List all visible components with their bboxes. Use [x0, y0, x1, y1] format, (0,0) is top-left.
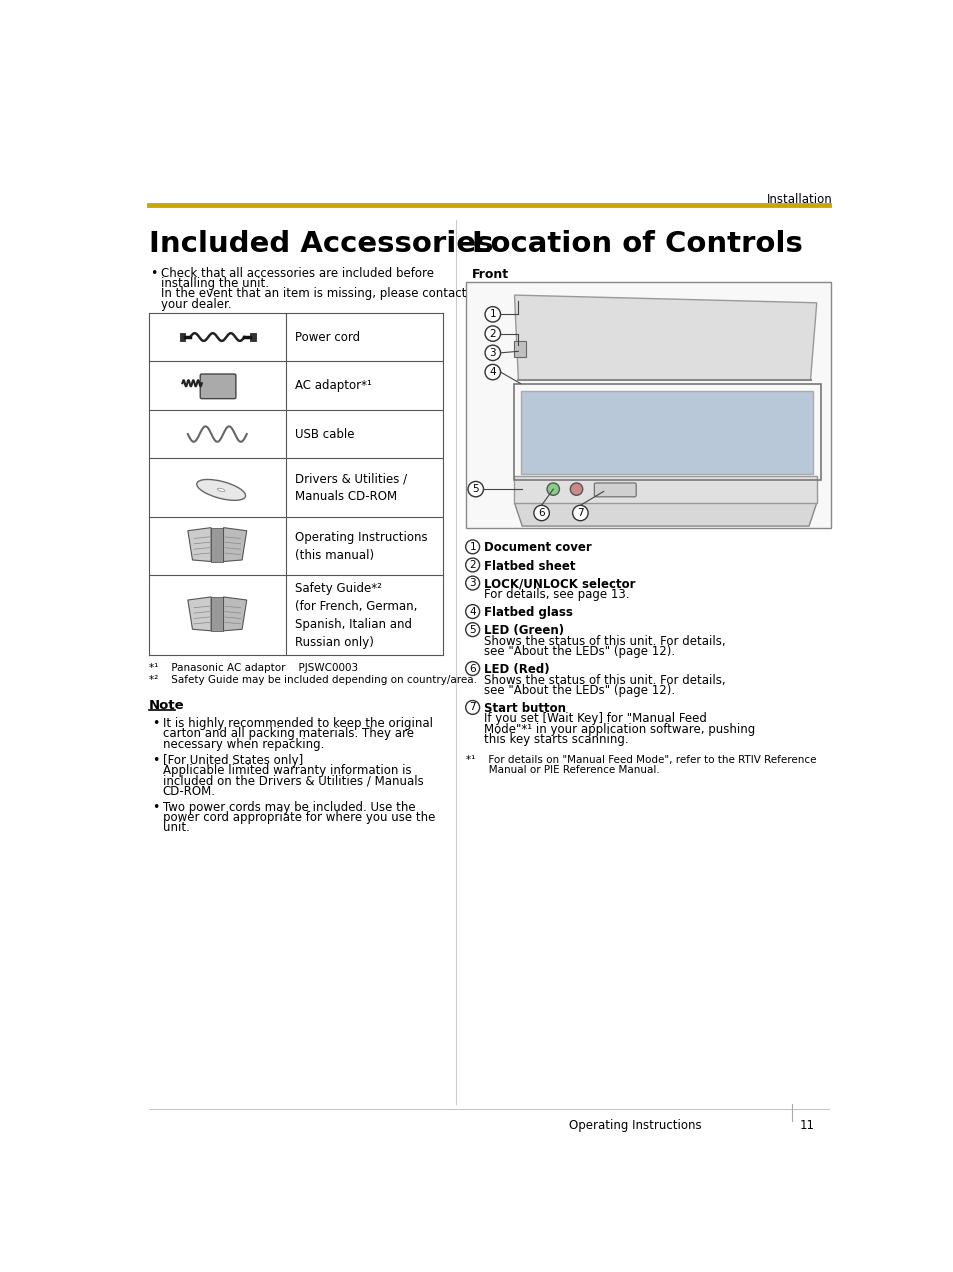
Text: Applicable limited warranty information is: Applicable limited warranty information …	[162, 764, 411, 777]
Text: unit.: unit.	[162, 822, 190, 834]
Text: Manual or PIE Reference Manual.: Manual or PIE Reference Manual.	[465, 766, 659, 775]
Circle shape	[465, 701, 479, 715]
Circle shape	[572, 505, 587, 520]
Circle shape	[534, 505, 549, 520]
Text: Flatbed sheet: Flatbed sheet	[484, 560, 576, 572]
Text: 5: 5	[469, 625, 476, 635]
Circle shape	[465, 539, 479, 553]
Text: 11: 11	[799, 1119, 814, 1132]
Text: If you set [Wait Key] for "Manual Feed: If you set [Wait Key] for "Manual Feed	[484, 712, 706, 725]
Text: 7: 7	[577, 508, 583, 518]
Text: see "About the LEDs" (page 12).: see "About the LEDs" (page 12).	[484, 684, 675, 697]
Bar	[250, 333, 255, 341]
Text: power cord appropriate for where you use the: power cord appropriate for where you use…	[162, 812, 435, 824]
FancyBboxPatch shape	[200, 374, 235, 398]
Text: 3: 3	[489, 347, 496, 357]
Polygon shape	[223, 597, 247, 631]
Polygon shape	[223, 528, 247, 561]
Circle shape	[465, 558, 479, 572]
Text: Check that all accessories are included before: Check that all accessories are included …	[161, 267, 434, 280]
Polygon shape	[211, 528, 223, 561]
Text: 1: 1	[489, 309, 496, 319]
Circle shape	[465, 661, 479, 675]
Text: Two power cords may be included. Use the: Two power cords may be included. Use the	[162, 800, 415, 814]
Text: [For United States only]: [For United States only]	[162, 753, 303, 767]
Text: 7: 7	[469, 702, 476, 712]
Text: AC adaptor*¹: AC adaptor*¹	[294, 379, 372, 392]
Polygon shape	[211, 597, 223, 631]
Circle shape	[468, 481, 483, 497]
Text: LOCK/UNLOCK selector: LOCK/UNLOCK selector	[484, 577, 635, 590]
Circle shape	[484, 345, 500, 360]
Text: see "About the LEDs" (page 12).: see "About the LEDs" (page 12).	[484, 645, 675, 658]
Text: this key starts scanning.: this key starts scanning.	[484, 733, 628, 747]
Text: 1: 1	[469, 542, 476, 552]
Text: It is highly recommended to keep the original: It is highly recommended to keep the ori…	[162, 717, 433, 730]
Text: Power cord: Power cord	[294, 331, 360, 343]
Text: your dealer.: your dealer.	[161, 298, 232, 310]
Polygon shape	[514, 502, 816, 527]
Text: *²    Safety Guide may be included depending on country/area.: *² Safety Guide may be included dependin…	[149, 674, 476, 684]
Text: •: •	[152, 800, 159, 814]
Text: Document cover: Document cover	[484, 542, 592, 555]
Text: Shows the status of this unit. For details,: Shows the status of this unit. For detai…	[484, 674, 725, 687]
Text: 4: 4	[489, 368, 496, 377]
Text: included on the Drivers & Utilities / Manuals: included on the Drivers & Utilities / Ma…	[162, 775, 423, 787]
Polygon shape	[188, 597, 211, 631]
Polygon shape	[514, 341, 525, 356]
Text: 2: 2	[469, 560, 476, 570]
Circle shape	[484, 307, 500, 322]
Text: Mode"*¹ in your application software, pushing: Mode"*¹ in your application software, pu…	[484, 722, 755, 735]
Circle shape	[484, 326, 500, 341]
Text: Operating Instructions: Operating Instructions	[568, 1119, 700, 1132]
Text: necessary when repacking.: necessary when repacking.	[162, 738, 324, 750]
Text: Installation: Installation	[765, 192, 831, 206]
Text: USB cable: USB cable	[294, 427, 355, 440]
Polygon shape	[520, 392, 812, 474]
Polygon shape	[188, 528, 211, 561]
FancyBboxPatch shape	[594, 483, 636, 497]
Circle shape	[570, 483, 582, 495]
Text: Drivers & Utilities /
Manuals CD-ROM: Drivers & Utilities / Manuals CD-ROM	[294, 472, 407, 504]
Text: *¹    Panasonic AC adaptor    PJSWC0003: *¹ Panasonic AC adaptor PJSWC0003	[149, 663, 357, 673]
Text: Shows the status of this unit. For details,: Shows the status of this unit. For detai…	[484, 635, 725, 647]
Text: CD-ROM.: CD-ROM.	[162, 785, 215, 798]
Text: 2: 2	[489, 328, 496, 338]
Text: 3: 3	[469, 577, 476, 588]
Ellipse shape	[217, 488, 225, 491]
Bar	[465, 282, 830, 528]
Circle shape	[465, 576, 479, 590]
Text: In the event that an item is missing, please contact: In the event that an item is missing, pl…	[161, 287, 466, 300]
Text: Front: Front	[472, 268, 509, 281]
Bar	[180, 333, 185, 341]
Polygon shape	[514, 295, 816, 380]
Text: carton and all packing materials. They are: carton and all packing materials. They a…	[162, 728, 414, 740]
Text: Start button: Start button	[484, 702, 566, 715]
Text: *¹    For details on "Manual Feed Mode", refer to the RTIV Reference: *¹ For details on "Manual Feed Mode", re…	[465, 756, 816, 766]
Circle shape	[465, 623, 479, 636]
Circle shape	[465, 604, 479, 618]
Text: Flatbed glass: Flatbed glass	[484, 607, 573, 619]
Text: 6: 6	[469, 664, 476, 674]
Text: Operating Instructions
(this manual): Operating Instructions (this manual)	[294, 530, 427, 562]
Text: LED (Green): LED (Green)	[484, 625, 564, 637]
Text: 5: 5	[472, 485, 478, 494]
Text: 6: 6	[537, 508, 544, 518]
Circle shape	[484, 364, 500, 380]
Ellipse shape	[196, 480, 245, 500]
Polygon shape	[514, 476, 816, 502]
Text: Safety Guide*²
(for French, German,
Spanish, Italian and
Russian only): Safety Guide*² (for French, German, Span…	[294, 581, 417, 649]
Text: •: •	[150, 267, 157, 280]
Text: Location of Controls: Location of Controls	[472, 230, 801, 258]
Text: Included Accessories: Included Accessories	[149, 230, 493, 258]
Text: installing the unit.: installing the unit.	[161, 277, 269, 290]
Text: Note: Note	[149, 698, 184, 711]
Text: For details, see page 13.: For details, see page 13.	[484, 588, 629, 602]
Text: •: •	[152, 753, 159, 767]
Circle shape	[546, 483, 558, 495]
Text: LED (Red): LED (Red)	[484, 663, 549, 677]
Text: •: •	[152, 717, 159, 730]
Text: 4: 4	[469, 607, 476, 617]
